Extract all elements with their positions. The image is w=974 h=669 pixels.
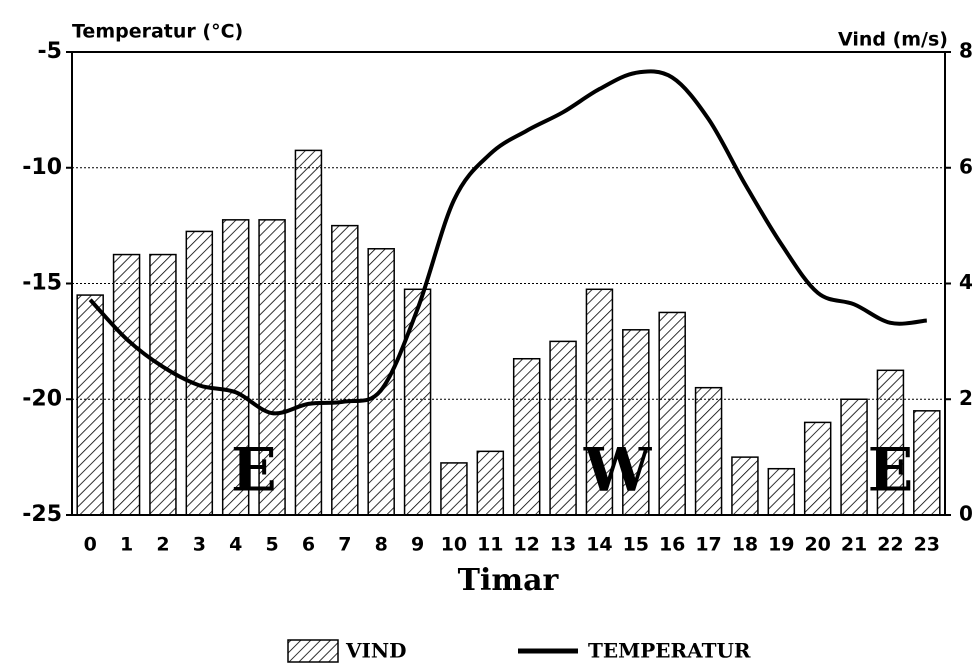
bar <box>331 224 359 516</box>
bar <box>112 253 141 516</box>
legend-swatch <box>287 639 339 663</box>
bar <box>658 311 686 516</box>
bar <box>913 410 941 516</box>
bar <box>76 294 104 516</box>
x-tick-label: 10 <box>441 534 467 556</box>
temperature-line <box>88 69 928 416</box>
bar <box>476 450 505 516</box>
x-tick-label: 21 <box>841 534 867 556</box>
x-tick-label: 0 <box>84 534 97 556</box>
x-tick-label: 1 <box>120 534 133 556</box>
x-tick-label: 8 <box>375 534 388 556</box>
bar <box>403 288 432 516</box>
x-tick-label: 2 <box>156 534 169 556</box>
plot-frame <box>71 51 946 516</box>
y2-tick-label: 8 <box>959 39 973 63</box>
x-tick-label: 18 <box>732 534 758 556</box>
bar <box>803 421 832 516</box>
bar <box>185 230 214 516</box>
y-tick-label: -20 <box>22 386 62 411</box>
y2-tick-label: 0 <box>959 502 973 526</box>
x-axis-title: Timar <box>458 563 560 598</box>
legend-label: TEMPERATUR <box>588 639 751 663</box>
bar <box>549 340 577 516</box>
x-tick-label: 6 <box>302 534 315 556</box>
x-tick-label: 7 <box>338 534 351 556</box>
y2-tick-label: 4 <box>959 270 973 294</box>
bar <box>221 219 250 516</box>
y2-axis-title: Vind (m/s) <box>838 29 948 51</box>
x-tick-label: 9 <box>411 534 424 556</box>
x-tick-label: 11 <box>477 534 503 556</box>
x-tick-label: 23 <box>914 534 940 556</box>
x-tick-label: 17 <box>695 534 721 556</box>
y2-tick-label: 6 <box>959 154 973 178</box>
y-tick-label: -15 <box>22 271 62 296</box>
legend-label: VIND <box>345 639 407 663</box>
bar <box>731 456 759 516</box>
y-tick-label: -25 <box>22 502 62 527</box>
x-tick-label: 4 <box>229 534 242 556</box>
x-tick-label: 12 <box>513 534 539 556</box>
bar <box>149 253 177 516</box>
x-tick-label: 5 <box>265 534 278 556</box>
annotation: E <box>231 436 277 506</box>
x-tick-label: 22 <box>877 534 903 556</box>
x-tick-label: 19 <box>768 534 794 556</box>
bar <box>622 329 650 516</box>
x-tick-label: 20 <box>804 534 830 556</box>
x-tick-label: 13 <box>550 534 576 556</box>
bar <box>294 149 323 516</box>
y-axis-title: Temperatur (°C) <box>72 21 243 43</box>
bar <box>512 357 541 516</box>
x-tick-label: 3 <box>193 534 206 556</box>
bar <box>767 467 796 516</box>
y2-tick-label: 2 <box>959 386 973 410</box>
bar <box>440 462 468 516</box>
x-tick-label: 15 <box>623 534 649 556</box>
bar <box>367 248 395 516</box>
bar <box>840 398 868 516</box>
y-tick-label: -5 <box>38 39 62 64</box>
annotation: E <box>868 436 914 506</box>
x-tick-label: 16 <box>659 534 685 556</box>
bar <box>258 219 286 516</box>
bar <box>694 386 723 516</box>
x-tick-label: 14 <box>586 534 612 556</box>
y-tick-label: -10 <box>22 155 62 180</box>
annotation: W <box>583 436 653 506</box>
